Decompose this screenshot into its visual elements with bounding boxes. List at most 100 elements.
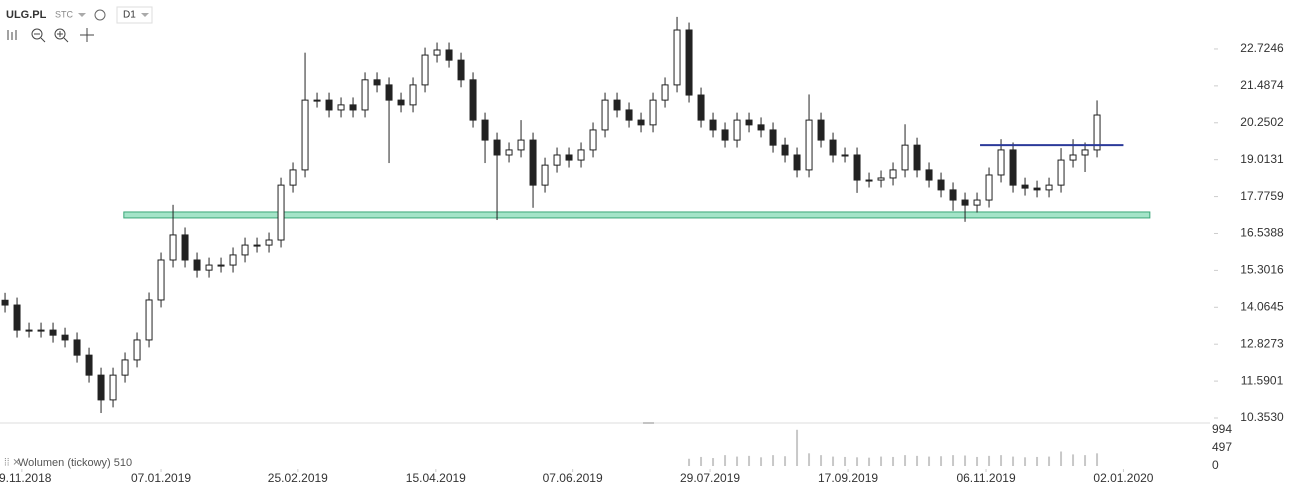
candle-body [445, 49, 453, 61]
candle-icon[interactable] [7, 30, 17, 40]
candle-body [397, 99, 405, 106]
candle-body [205, 264, 213, 271]
volume-bar [700, 456, 703, 466]
candle-body [85, 354, 93, 376]
candle-body [733, 119, 741, 141]
candle-body [133, 339, 141, 361]
candle-body [217, 264, 225, 267]
volume-bar [1096, 453, 1099, 466]
volume-tick-label: 0 [1212, 458, 1219, 472]
candle-body [877, 177, 885, 181]
candle-body [553, 154, 561, 166]
zoom-in[interactable] [54, 28, 66, 40]
candle-body [649, 99, 657, 126]
candle-body [37, 329, 45, 332]
candle-body [13, 304, 21, 331]
volume-bar [748, 455, 751, 466]
candle-body [385, 84, 393, 101]
candle-body [49, 329, 57, 336]
candle-body [301, 99, 309, 171]
volume-bar [808, 453, 811, 466]
candle-body [1081, 149, 1089, 156]
candle-body [373, 79, 381, 86]
candle-body [709, 119, 717, 131]
candle-body [661, 84, 669, 101]
candle-body [145, 299, 153, 341]
volume-tick-label: 497 [1212, 440, 1232, 454]
y-tick-label: 16.5388 [1240, 226, 1284, 240]
candle-body [781, 144, 789, 156]
candle-body [925, 169, 933, 181]
candle-body [805, 119, 813, 171]
volume-tick-label: 994 [1212, 422, 1232, 436]
volume-icon[interactable]: ⁞⁞ ✕ [4, 458, 21, 469]
candle-body [793, 154, 801, 171]
volume-bar [736, 456, 739, 466]
candle-body [265, 239, 273, 246]
volume-bar [1012, 456, 1015, 466]
candle-body [409, 84, 417, 106]
y-tick-label: 17.7759 [1240, 189, 1284, 203]
candle-body [73, 339, 81, 356]
candle-body [181, 234, 189, 261]
volume-bar [1084, 455, 1087, 466]
market[interactable]: STC [55, 9, 74, 19]
volume-bar [1048, 456, 1051, 466]
candle-body [109, 374, 117, 401]
candle-body [625, 109, 633, 121]
zoom-out[interactable] [31, 28, 43, 40]
support-zone [123, 211, 1151, 219]
candle-body [1045, 184, 1053, 191]
candle-body [961, 199, 969, 206]
y-tick-label: 20.2502 [1240, 115, 1284, 129]
x-tick-label: 29.07.2019 [680, 471, 740, 485]
volume-bar [988, 455, 991, 466]
candle-body [25, 329, 33, 332]
dropdown[interactable] [141, 13, 149, 17]
candle-body [637, 119, 645, 126]
volume-bar [904, 455, 907, 466]
dropdown[interactable] [78, 13, 86, 17]
candle-body [985, 174, 993, 201]
candle-body [433, 49, 441, 56]
volume-bar [964, 455, 967, 466]
candle-body [745, 119, 753, 126]
interval[interactable]: D1 [123, 10, 136, 21]
info-icon[interactable] [94, 9, 106, 21]
candle-body [853, 154, 861, 181]
x-tick-label: 07.06.2019 [543, 471, 603, 485]
volume-bar [916, 455, 919, 466]
candle-body [277, 184, 285, 241]
candle-body [697, 94, 705, 121]
volume-bar [772, 455, 775, 466]
volume-bar [1072, 454, 1075, 466]
candle-body [1033, 187, 1041, 191]
candle-body [505, 149, 513, 156]
candle-body [937, 179, 945, 191]
candle-body [1009, 149, 1017, 186]
y-tick-label: 12.8273 [1240, 336, 1284, 350]
volume-bar [784, 456, 787, 466]
candle-body [229, 254, 237, 266]
candle-body [121, 359, 129, 376]
volume-bar [688, 458, 691, 466]
candle-body [757, 124, 765, 131]
volume-bar [1060, 451, 1063, 466]
candle-body [685, 29, 693, 96]
candle-body [157, 259, 165, 301]
candle-body [949, 189, 957, 201]
volume-bar [760, 457, 763, 466]
y-tick-label: 14.0645 [1240, 299, 1284, 313]
pan[interactable] [80, 28, 94, 42]
x-tick-label: 19.11.2018 [0, 471, 52, 485]
interval-box[interactable] [116, 6, 153, 24]
y-tick-label: 21.4874 [1240, 78, 1284, 92]
candle-body [289, 169, 297, 186]
volume-bar [712, 458, 715, 466]
candle-body [325, 99, 333, 111]
candle-body [193, 259, 201, 271]
candle-body [169, 234, 177, 261]
candle-body [349, 104, 357, 111]
volume-bar [940, 456, 943, 466]
x-tick-label: 25.02.2019 [268, 471, 328, 485]
